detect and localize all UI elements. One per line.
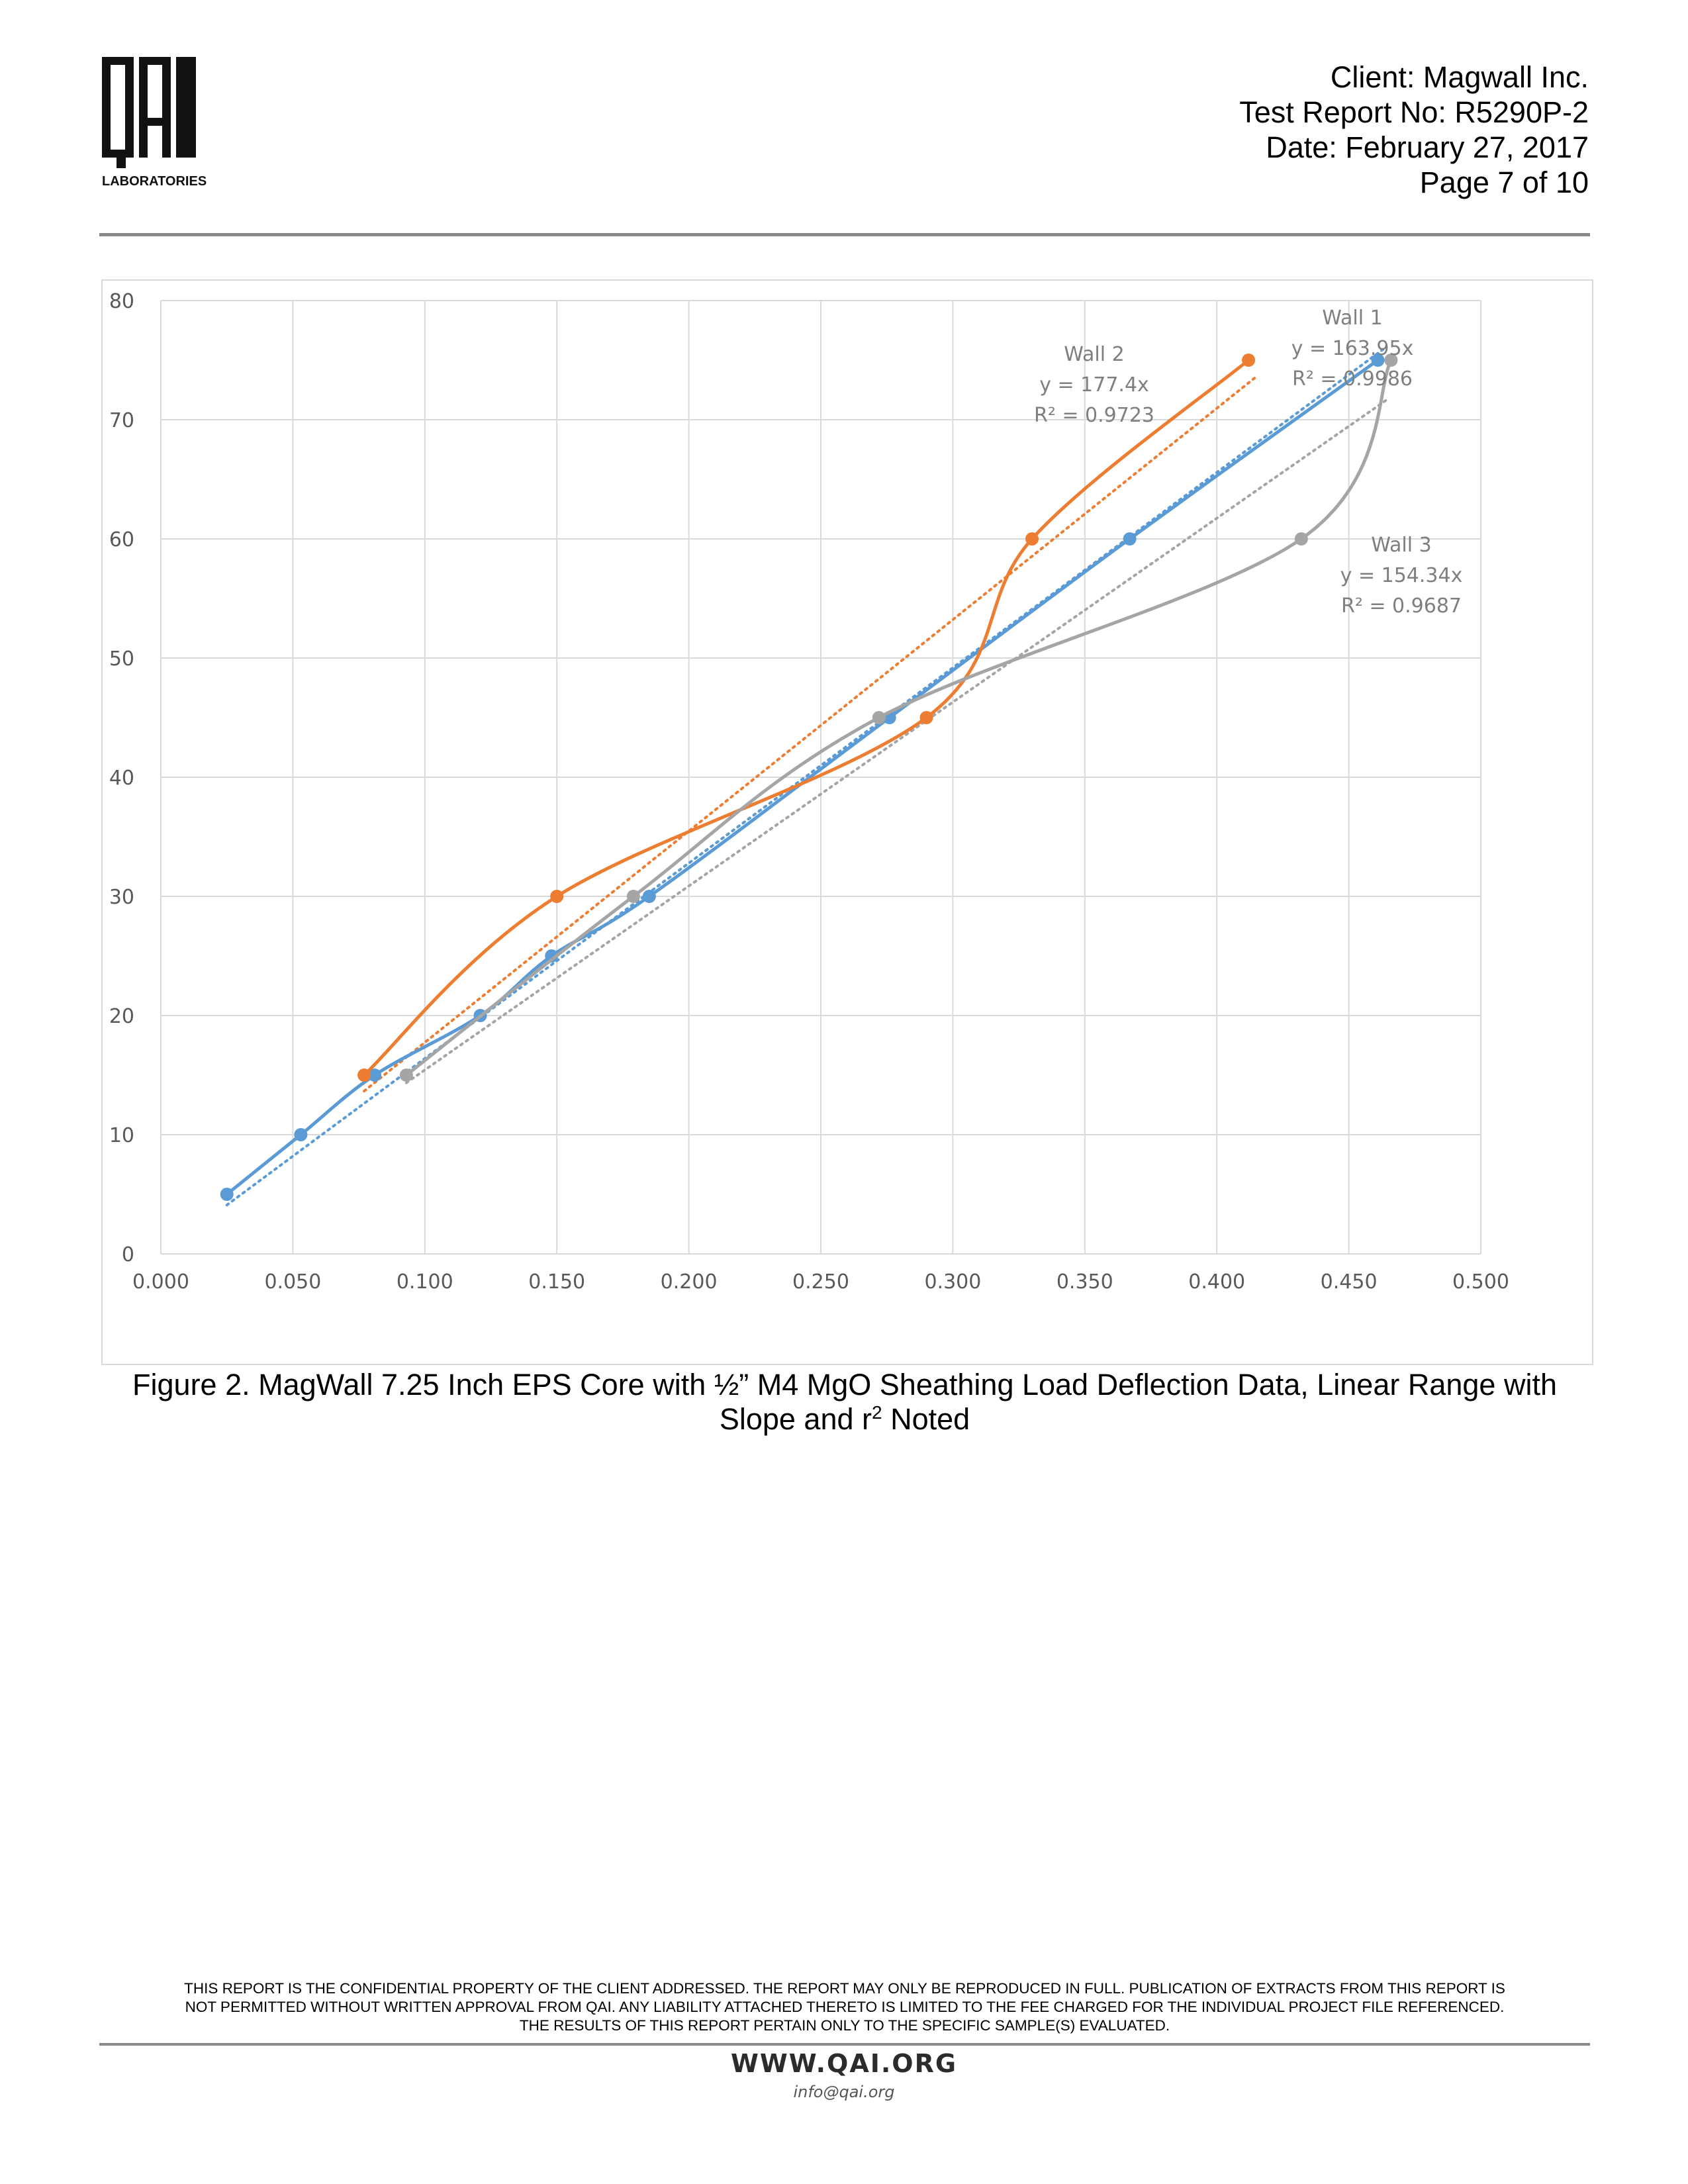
x-tick-label: 0.050 (264, 1270, 321, 1294)
y-tick-label: 10 (109, 1124, 134, 1147)
x-tick-label: 0.400 (1188, 1270, 1245, 1294)
disclaimer-line-2: NOT PERMITTED WITHOUT WRITTEN APPROVAL F… (185, 1999, 1505, 2015)
report-header-info: Client: Magwall Inc. Test Report No: R52… (1239, 60, 1589, 200)
wall-3-line (405, 359, 1393, 1076)
wall-3-equation-label: R² = 0.9687 (1341, 594, 1462, 618)
y-tick-label: 20 (109, 1005, 134, 1028)
caption-line-2: Slope and r2 Noted (99, 1402, 1590, 1437)
wall-2-point (1025, 532, 1039, 546)
wall-2-equation-label: Wall 2 (1064, 343, 1124, 366)
website-link[interactable]: WWW.QAI.ORG (730, 2049, 958, 2078)
email-link[interactable]: info@qai.org (793, 2083, 895, 2101)
wall-1-equation-label: y = 163.95x (1291, 337, 1414, 360)
y-tick-label: 40 (109, 767, 134, 790)
x-tick-label: 0.200 (661, 1270, 718, 1294)
wall-2-point (919, 711, 933, 724)
y-tick-label: 60 (109, 528, 134, 551)
figure-caption: Figure 2. MagWall 7.25 Inch EPS Core wit… (99, 1368, 1590, 1437)
wall-3-equation-label: y = 154.34x (1340, 564, 1463, 587)
logo-subtext: LABORATORIES (102, 174, 207, 189)
load-deflection-chart: 0.000 0.050 0.100 0.150 0.200 0.250 0.300 0.350… (101, 279, 1593, 1365)
wall-2-point (357, 1068, 371, 1082)
y-tick-label: 80 (109, 290, 134, 313)
caption-line-2-text: Slope and r (719, 1402, 872, 1436)
wall-3-trendline (404, 397, 1390, 1084)
wall-3-point (1384, 354, 1398, 367)
report-number: Test Report No: R5290P-2 (1239, 95, 1589, 129)
x-tick-label: 0.000 (132, 1270, 189, 1294)
wall-2-line (363, 359, 1250, 1076)
wall-3-point (1294, 532, 1308, 546)
wall-3-point (399, 1068, 413, 1082)
wall-2-equation-label: y = 177.4x (1039, 373, 1149, 397)
client-name: Client: Magwall Inc. (1330, 60, 1589, 94)
header-divider (99, 233, 1590, 236)
chart-canvas: 0.000 0.050 0.100 0.150 0.200 0.250 0.300 0.350… (109, 290, 1509, 1294)
y-tick-label: 50 (109, 647, 134, 671)
disclaimer-line-1: THIS REPORT IS THE CONFIDENTIAL PROPERTY… (184, 1980, 1505, 1997)
wall-1-equation-label: Wall 1 (1322, 307, 1382, 330)
wall-1-point (1123, 532, 1137, 546)
page-number: Page 7 of 10 (1419, 166, 1589, 199)
wall-2-point (550, 890, 564, 903)
wall-1-point (368, 1068, 382, 1082)
wall-2-point (1242, 354, 1256, 367)
wall-1-equation-label: R² = 0.9986 (1292, 367, 1413, 391)
x-tick-label: 0.300 (924, 1270, 981, 1294)
wall-1-point (642, 890, 656, 903)
wall-3-equation-label: Wall 3 (1371, 534, 1431, 557)
y-tick-label: 30 (109, 886, 134, 909)
x-tick-label: 0.500 (1452, 1270, 1509, 1294)
wall-3-point (872, 711, 886, 724)
x-tick-label: 0.250 (792, 1270, 849, 1294)
x-tick-label: 0.450 (1321, 1270, 1378, 1294)
wall-1-point (294, 1128, 308, 1141)
caption-superscript: 2 (872, 1402, 882, 1423)
caption-line-2-end: Noted (882, 1402, 970, 1436)
x-tick-label: 0.150 (528, 1270, 585, 1294)
wall-1-trendline (225, 348, 1385, 1207)
footer-divider (99, 2043, 1590, 2046)
wall-1-point (220, 1188, 234, 1201)
report-date: Date: February 27, 2017 (1266, 130, 1589, 164)
y-tick-label: 0 (122, 1243, 134, 1266)
x-tick-label: 0.100 (397, 1270, 453, 1294)
qai-laboratories-logo: LABORATORIES (99, 52, 225, 197)
wall-3-point (626, 890, 640, 903)
caption-line-1: Figure 2. MagWall 7.25 Inch EPS Core wit… (132, 1368, 1557, 1401)
confidentiality-disclaimer: THIS REPORT IS THE CONFIDENTIAL PROPERTY… (99, 1979, 1590, 2035)
wall-2-trendline (363, 375, 1258, 1093)
disclaimer-line-3: THE RESULTS OF THIS REPORT PERTAIN ONLY … (519, 2017, 1170, 2034)
wall-2-equation-label: R² = 0.9723 (1034, 404, 1154, 427)
y-tick-label: 70 (109, 409, 134, 432)
wall-1-point (1371, 354, 1385, 367)
x-tick-label: 0.350 (1056, 1270, 1113, 1294)
